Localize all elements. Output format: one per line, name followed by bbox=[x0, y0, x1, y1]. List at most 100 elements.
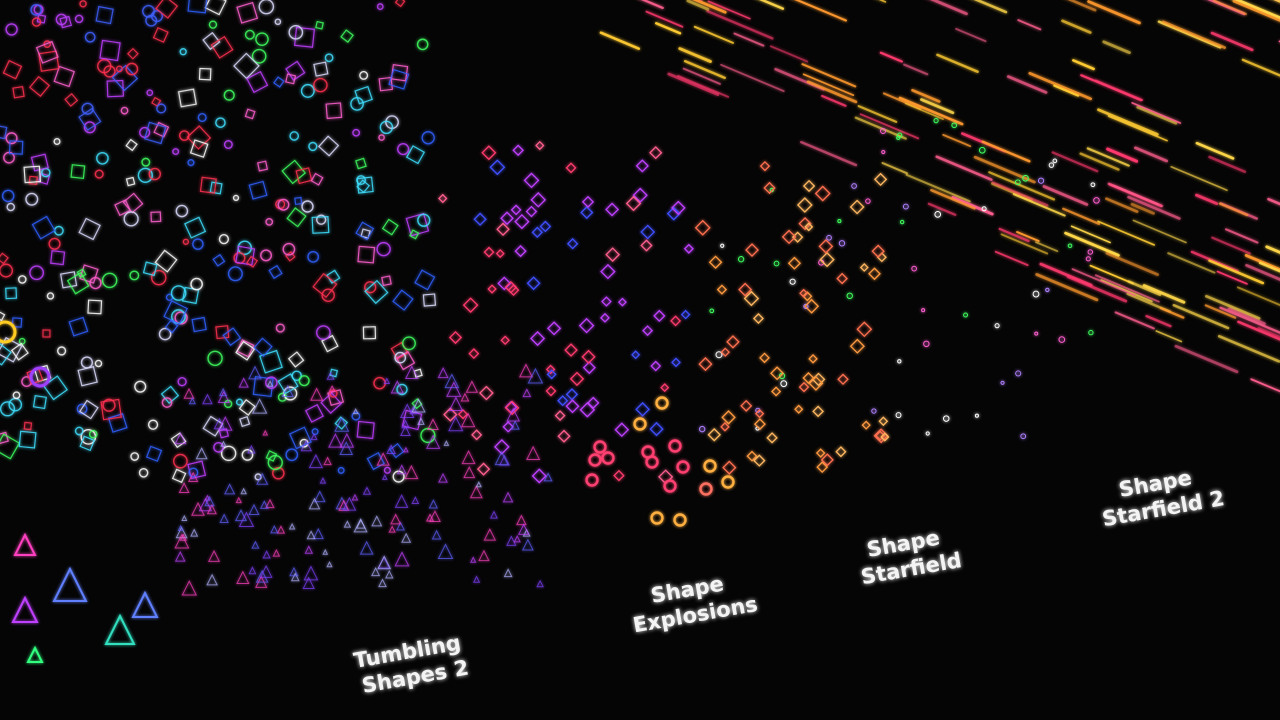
debris bbox=[873, 428, 889, 444]
particles bbox=[0, 0, 1280, 663]
orb bbox=[173, 453, 188, 469]
orb bbox=[148, 167, 162, 181]
streak bbox=[930, 188, 976, 210]
cube bbox=[310, 172, 324, 186]
debris bbox=[483, 246, 495, 258]
debris bbox=[745, 243, 759, 257]
debris bbox=[500, 211, 514, 226]
streak bbox=[1127, 195, 1181, 220]
triangle bbox=[11, 595, 39, 623]
cube bbox=[152, 26, 169, 43]
orb bbox=[416, 38, 429, 51]
cube bbox=[18, 430, 37, 449]
streak bbox=[1132, 219, 1187, 244]
cube bbox=[381, 218, 399, 236]
cube bbox=[184, 216, 207, 239]
streak bbox=[1219, 306, 1280, 334]
triangle bbox=[378, 578, 387, 588]
debris bbox=[530, 192, 547, 208]
triangle bbox=[352, 407, 359, 415]
orb bbox=[175, 204, 189, 218]
triangle bbox=[265, 498, 275, 509]
cube bbox=[28, 175, 38, 186]
debris bbox=[670, 315, 682, 327]
streak bbox=[881, 162, 908, 175]
streak bbox=[769, 45, 809, 63]
triangle bbox=[256, 472, 269, 485]
orb bbox=[275, 323, 285, 333]
triangle bbox=[334, 416, 350, 432]
streak bbox=[1067, 0, 1097, 12]
explosion-ring bbox=[673, 513, 687, 527]
streak bbox=[1106, 147, 1139, 163]
triangle bbox=[281, 384, 294, 398]
streak bbox=[935, 155, 993, 181]
cube bbox=[294, 196, 303, 206]
debris bbox=[617, 297, 627, 307]
triangle bbox=[431, 529, 442, 540]
triangle bbox=[202, 393, 213, 405]
orb bbox=[265, 376, 278, 390]
debris bbox=[631, 350, 641, 360]
streak bbox=[1224, 228, 1259, 244]
streak bbox=[1016, 231, 1040, 243]
triangle bbox=[174, 533, 190, 549]
orb bbox=[321, 288, 335, 303]
debris bbox=[880, 432, 890, 442]
orb bbox=[235, 398, 244, 406]
debris bbox=[642, 325, 654, 337]
triangle bbox=[181, 514, 188, 521]
orb bbox=[1, 189, 15, 203]
streak bbox=[692, 0, 727, 14]
cube bbox=[114, 199, 132, 217]
cube bbox=[64, 92, 79, 107]
cube bbox=[42, 329, 51, 338]
streak bbox=[1273, 0, 1280, 3]
triangle bbox=[247, 444, 256, 454]
orb bbox=[255, 32, 269, 46]
cube bbox=[414, 269, 436, 291]
orb bbox=[272, 466, 285, 480]
debris bbox=[738, 282, 753, 297]
star bbox=[698, 425, 706, 433]
orb bbox=[174, 311, 188, 325]
triangle bbox=[339, 432, 355, 448]
cube bbox=[381, 275, 392, 287]
cube bbox=[259, 349, 283, 374]
debris bbox=[787, 256, 802, 270]
cube bbox=[181, 286, 200, 305]
star bbox=[1067, 243, 1073, 249]
triangle bbox=[522, 388, 532, 398]
orb bbox=[187, 159, 195, 167]
debris bbox=[438, 193, 448, 204]
orb bbox=[129, 270, 140, 281]
streak bbox=[1042, 185, 1089, 206]
star bbox=[871, 408, 877, 414]
explosion-ring bbox=[668, 439, 682, 453]
orb bbox=[402, 336, 416, 351]
star bbox=[1048, 162, 1055, 168]
triangle bbox=[503, 568, 513, 578]
streak bbox=[686, 0, 710, 11]
streak bbox=[1053, 84, 1080, 97]
orb bbox=[53, 138, 61, 146]
triangle bbox=[308, 497, 321, 510]
debris bbox=[476, 462, 491, 476]
orb bbox=[190, 277, 203, 291]
streak bbox=[1035, 241, 1059, 253]
triangle bbox=[251, 540, 260, 549]
streak bbox=[929, 0, 968, 16]
debris bbox=[557, 395, 569, 407]
explosion-ring bbox=[655, 396, 669, 410]
triangle bbox=[399, 425, 411, 437]
streak bbox=[988, 171, 1056, 201]
debris bbox=[531, 468, 547, 484]
debris bbox=[635, 401, 650, 417]
streak bbox=[1130, 202, 1155, 215]
star bbox=[1014, 179, 1021, 186]
streak bbox=[1208, 155, 1247, 174]
debris bbox=[708, 255, 723, 270]
streak bbox=[1097, 108, 1159, 136]
star bbox=[881, 149, 886, 155]
triangle bbox=[312, 527, 324, 540]
